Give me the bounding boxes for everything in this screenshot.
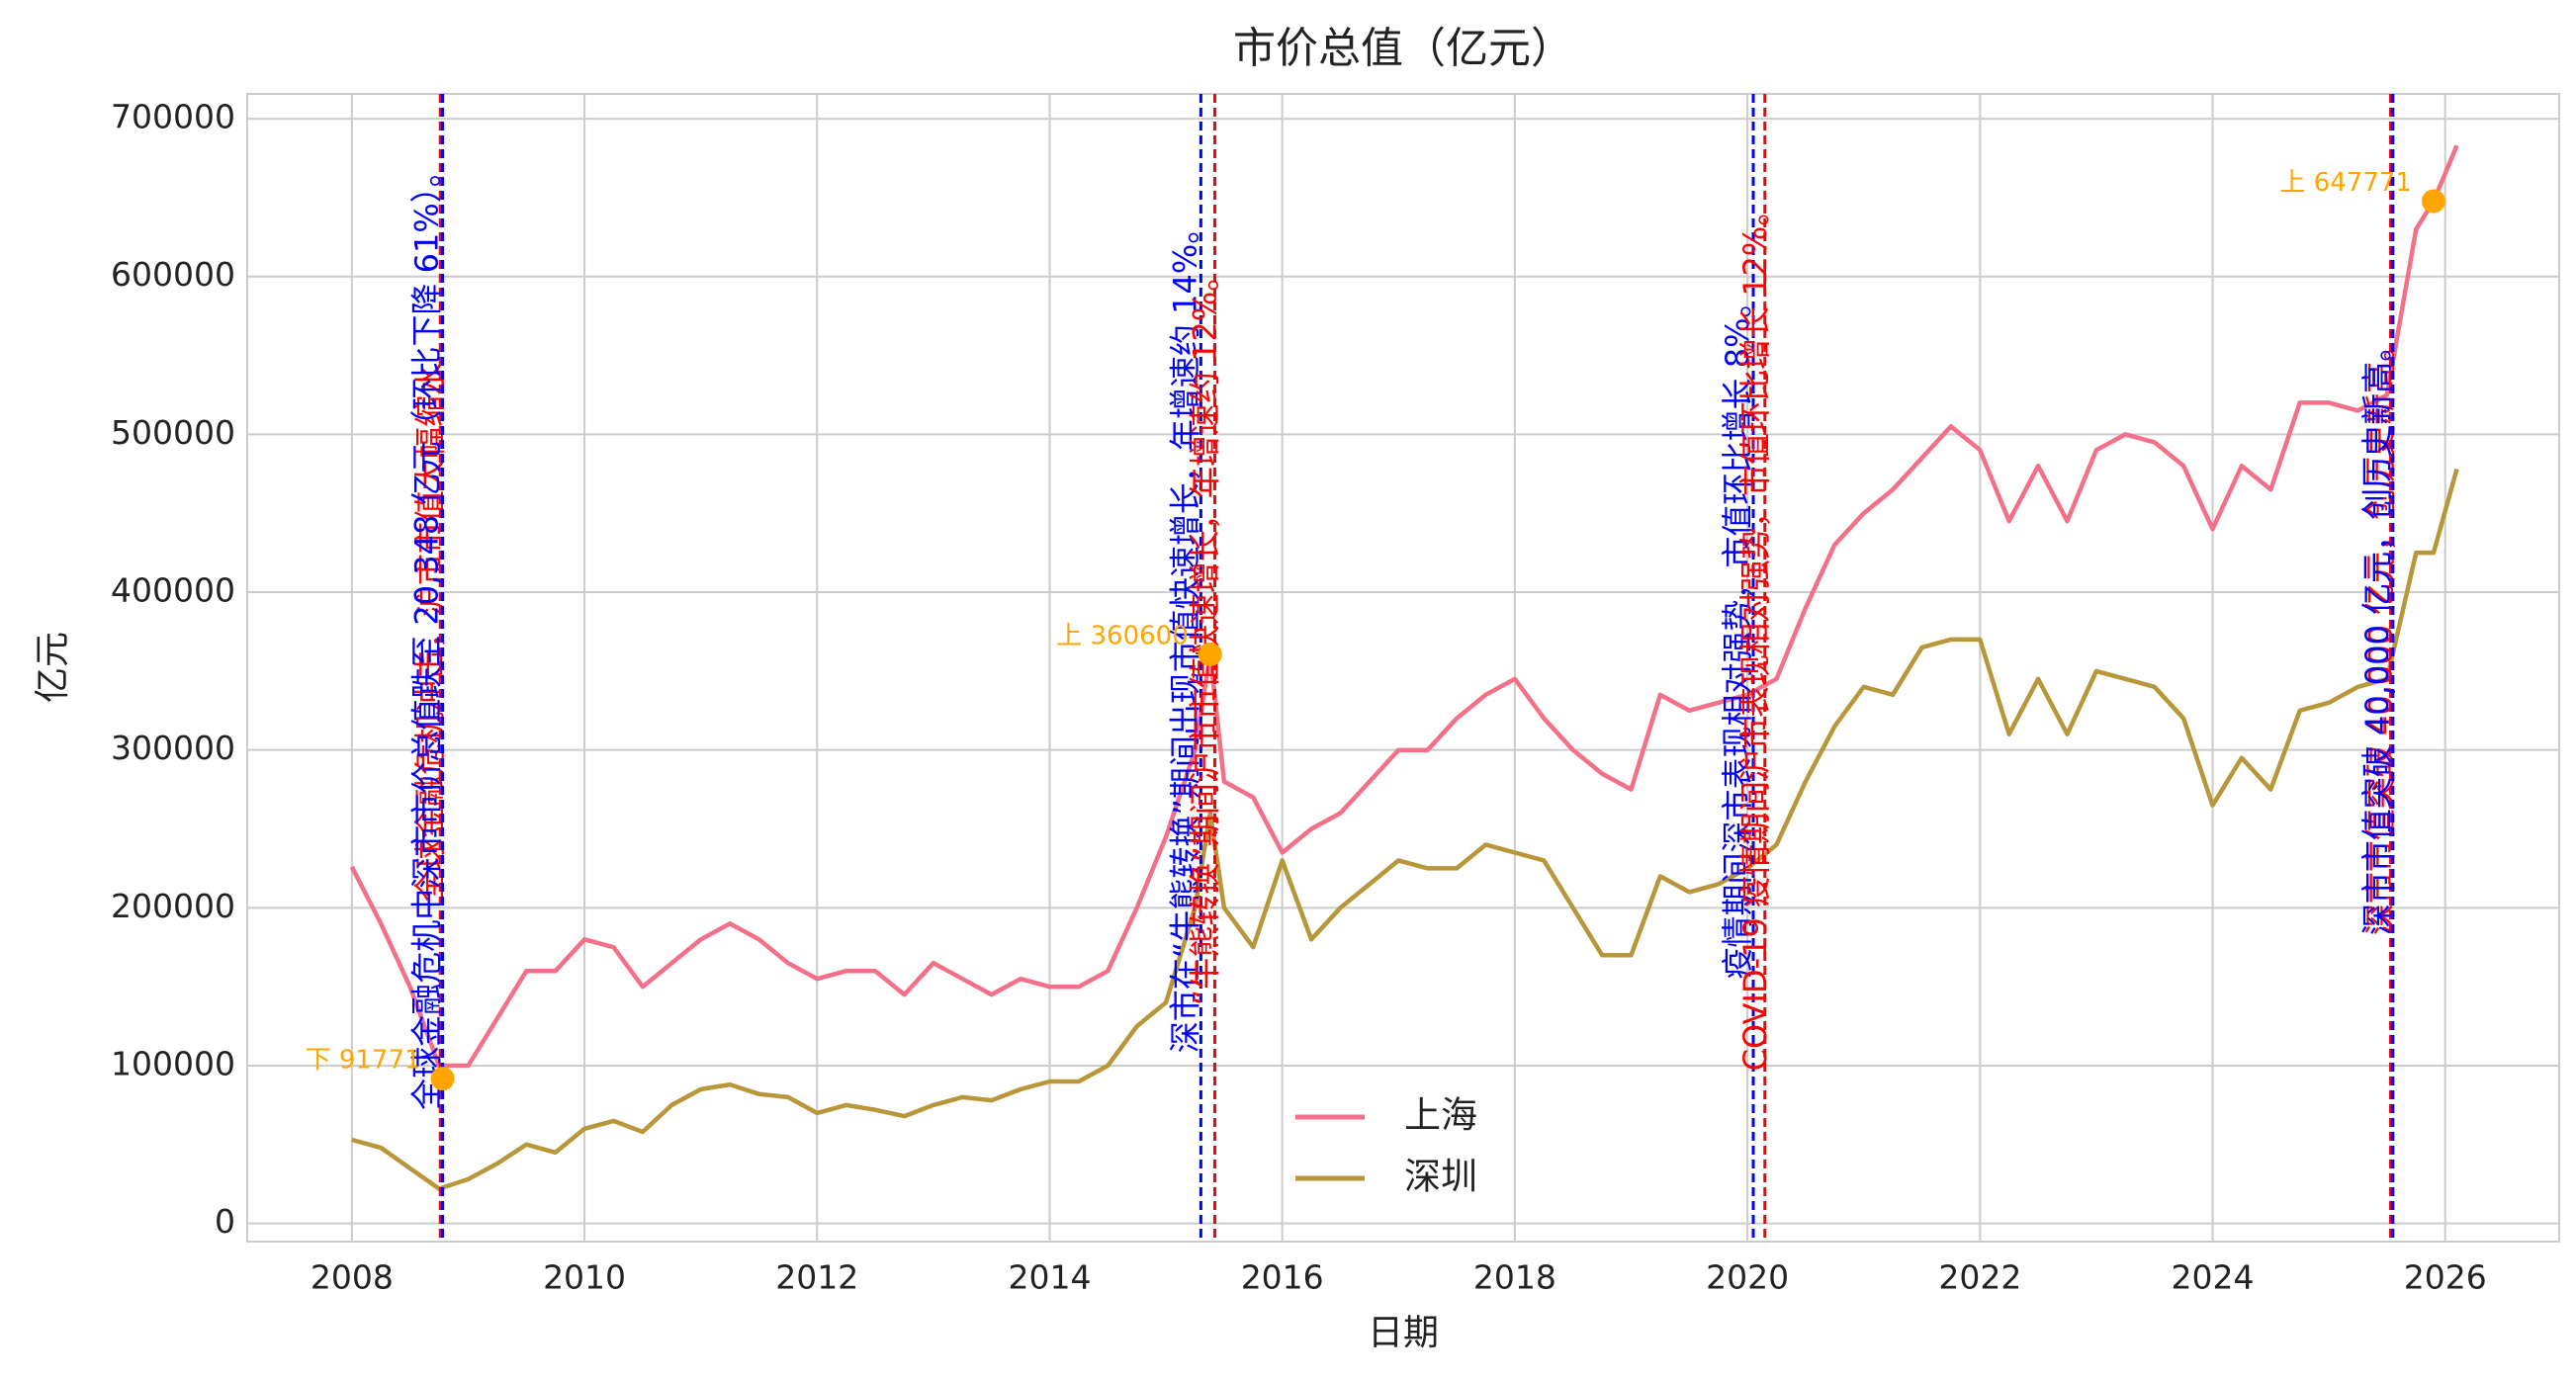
legend-label: 上海 xyxy=(1404,1094,1477,1137)
x-tick-label: 2010 xyxy=(543,1258,626,1297)
x-tick-label: 2014 xyxy=(1008,1258,1091,1297)
annotation-point xyxy=(1198,642,1222,666)
annotation-label: 上 360600 xyxy=(1056,621,1189,650)
annotation-text: 全球金融危机中深市市价总值跌至 20,348 亿元（环比下降 61%）。 xyxy=(408,155,446,1110)
annotation-text: 深市在“牛熊转换”期间出现市值快速增长，年增速约 14%。 xyxy=(1166,213,1203,1053)
plot-frame xyxy=(246,93,2560,1243)
x-tick-label: 2018 xyxy=(1473,1258,1556,1297)
x-tick-label: 2024 xyxy=(2172,1258,2255,1297)
x-tick-label: 2008 xyxy=(311,1258,394,1297)
y-tick-label: 700000 xyxy=(111,98,235,136)
y-tick-label: 600000 xyxy=(111,255,235,294)
annotation-label: 下 91771 xyxy=(306,1046,421,1076)
y-tick-label: 100000 xyxy=(111,1044,235,1082)
annotation-text: 全球金融危机冲击，沪市市值大幅缩水 xyxy=(411,364,449,902)
chart-title: 市价总值（亿元） xyxy=(1233,25,1573,74)
annotation-text: 疫情期间深市表现相对强势，市值环比增长 8%。 xyxy=(1719,287,1756,980)
annotation-text: “牛熊转换”期间沪市市值快速增长，年增速约 12%。 xyxy=(1186,260,1223,1005)
x-tick-label: 2012 xyxy=(775,1258,858,1297)
y-tick-label: 500000 xyxy=(111,413,235,452)
y-tick-label: 0 xyxy=(215,1202,235,1241)
x-tick-label: 2016 xyxy=(1241,1258,1324,1297)
y-tick-label: 300000 xyxy=(111,729,235,767)
series-line xyxy=(351,468,2459,1191)
y-tick-label: 200000 xyxy=(111,887,235,925)
series-line xyxy=(349,144,2459,1069)
x-tick-label: 2022 xyxy=(1938,1258,2021,1297)
x-tick-label: 2020 xyxy=(1706,1258,1789,1297)
x-axis-label: 日期 xyxy=(1368,1313,1439,1353)
annotation-point xyxy=(430,1067,455,1091)
annotation-label: 上 647771 xyxy=(2279,168,2412,198)
annotation-text: 深市市值突破 40,000 亿元，创历史新高。 xyxy=(2358,330,2396,935)
annotation-point xyxy=(2421,189,2445,214)
y-tick-label: 400000 xyxy=(111,571,235,610)
y-axis-label: 亿元 xyxy=(33,632,73,703)
legend-label: 深圳 xyxy=(1404,1156,1477,1198)
x-tick-label: 2026 xyxy=(2404,1258,2487,1297)
annotation-text: COVID-19 疫情期间沪市表现相对强势，市值环比增长 12%。 xyxy=(1736,195,1774,1072)
